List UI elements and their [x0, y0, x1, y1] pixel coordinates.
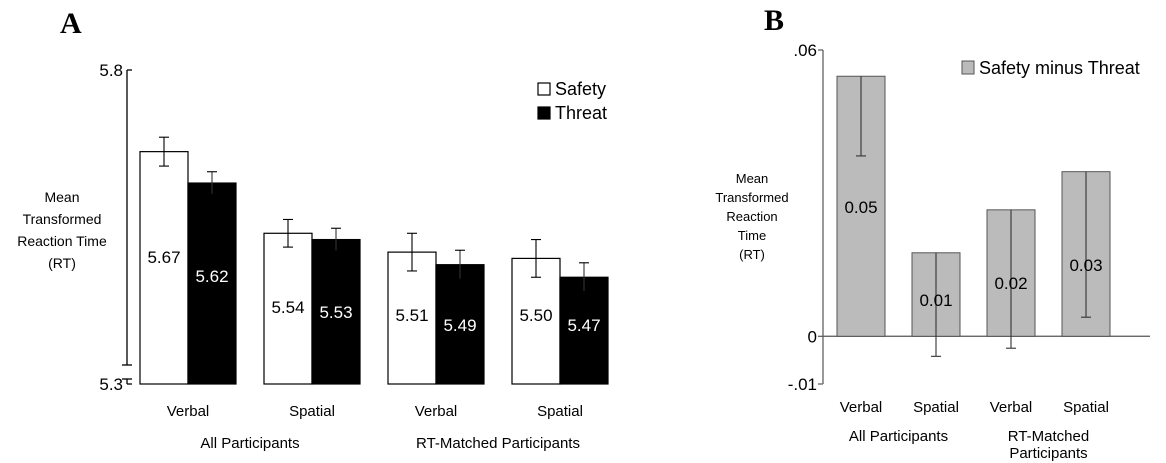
- y-axis-label: Mean Transformed Reaction Time (RT): [715, 171, 788, 262]
- legend-label: Safety minus Threat: [979, 58, 1140, 78]
- bar-threat-2: [435, 264, 485, 385]
- data-label-2: 0.02: [994, 274, 1027, 293]
- legend-label-threat: Threat: [555, 103, 607, 123]
- panel-b: B .06 0 -.01 Mean Transformed Reaction Time (RT)…: [715, 4, 1150, 462]
- legend-swatch: [961, 60, 975, 75]
- y-tick-label: -.01: [788, 375, 817, 394]
- data-label-threat-0: 5.62: [195, 267, 228, 286]
- y-tick-label: 0: [808, 327, 817, 346]
- y-tick-label: 5.8: [99, 61, 123, 80]
- y-tick-label: 5.3: [99, 375, 123, 394]
- x-tick-label: Verbal: [990, 399, 1033, 416]
- bar-threat-0: [187, 182, 237, 385]
- data-label-0: 0.05: [844, 198, 877, 217]
- bar-safety-0: [139, 151, 189, 385]
- data-label-safety-0: 5.67: [147, 248, 180, 267]
- data-label-threat-3: 5.47: [567, 316, 600, 335]
- panel-letter-b: B: [764, 4, 784, 37]
- group-label: RT-Matched Participants: [416, 435, 580, 452]
- legend-swatch-safety: [537, 82, 551, 96]
- data-label-3: 0.03: [1069, 256, 1102, 275]
- x-tick-label: Spatial: [1063, 399, 1109, 416]
- legend-swatch-threat: [537, 106, 551, 120]
- x-tick-label: Spatial: [537, 403, 583, 420]
- bar-threat-3: [559, 276, 609, 385]
- y-tick-label: .06: [793, 41, 817, 60]
- data-label-safety-2: 5.51: [395, 306, 428, 325]
- data-label-safety-3: 5.50: [519, 306, 552, 325]
- data-label-threat-1: 5.53: [319, 303, 352, 322]
- panel-a: A 5.8 5.3 Mean Transformed Reaction Time (RT) 5…: [17, 7, 609, 452]
- x-tick-label: Verbal: [840, 399, 883, 416]
- data-label-threat-2: 5.49: [443, 316, 476, 335]
- legend-label-safety: Safety: [555, 79, 606, 99]
- bar-safety-3: [511, 257, 561, 385]
- group-label: RT-Matched Participants: [1008, 428, 1089, 462]
- x-tick-label: Verbal: [415, 403, 458, 420]
- x-tick-label: Spatial: [289, 403, 335, 420]
- group-label: All Participants: [200, 435, 299, 452]
- x-tick-label: Verbal: [167, 403, 210, 420]
- panel-letter-a: A: [60, 7, 82, 40]
- group-label: All Participants: [849, 428, 948, 445]
- data-label-safety-1: 5.54: [271, 298, 304, 317]
- x-tick-label: Spatial: [913, 399, 959, 416]
- data-label-1: 0.01: [919, 291, 952, 310]
- bar-threat-1: [311, 238, 361, 385]
- y-axis-label: Mean Transformed Reaction Time (RT): [17, 189, 107, 271]
